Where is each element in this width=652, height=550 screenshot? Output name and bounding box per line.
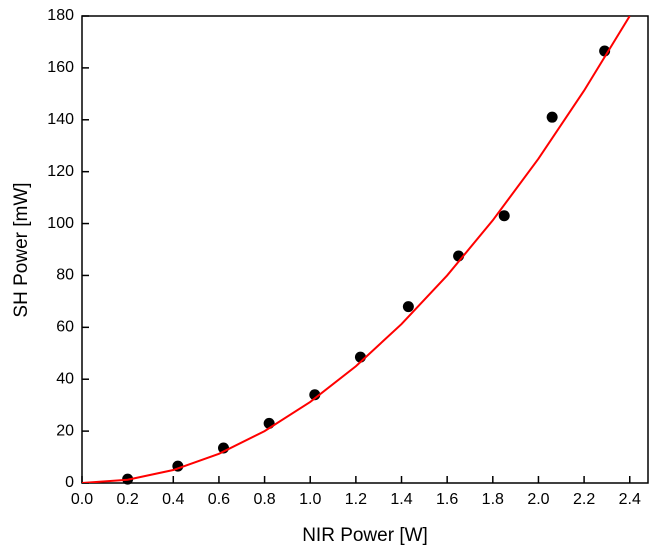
y-tick-label: 120 bbox=[47, 163, 74, 180]
y-tick-label: 0 bbox=[65, 474, 74, 491]
data-point bbox=[402, 301, 414, 313]
x-tick-label: 1.4 bbox=[390, 491, 412, 508]
x-tick-label: 1.6 bbox=[436, 491, 458, 508]
y-tick-label: 60 bbox=[56, 319, 74, 336]
x-tick-label: 0.2 bbox=[117, 491, 139, 508]
plot-frame bbox=[81, 15, 649, 484]
y-tick-label: 140 bbox=[47, 111, 74, 128]
x-tick-label: 0.6 bbox=[208, 491, 230, 508]
x-tick-label: 0.8 bbox=[253, 491, 275, 508]
x-tick-label: 2.4 bbox=[619, 491, 641, 508]
x-tick-label: 0.0 bbox=[71, 491, 93, 508]
y-axis-label: SH Power [mW] bbox=[11, 182, 32, 317]
y-tick-label: 20 bbox=[56, 422, 74, 439]
y-tick-label: 80 bbox=[56, 267, 74, 284]
x-tick-label: 0.4 bbox=[162, 491, 184, 508]
x-tick-label: 2.2 bbox=[573, 491, 595, 508]
y-tick-label: 40 bbox=[56, 370, 74, 387]
y-tick-label: 180 bbox=[47, 7, 74, 24]
x-axis-label: NIR Power [W] bbox=[302, 525, 428, 546]
y-tick-label: 100 bbox=[47, 215, 74, 232]
fit-line bbox=[82, 16, 631, 483]
x-tick-label: 2.0 bbox=[527, 491, 549, 508]
x-tick-label: 1.8 bbox=[482, 491, 504, 508]
data-point bbox=[309, 389, 321, 401]
y-tick-label: 160 bbox=[47, 59, 74, 76]
data-point bbox=[498, 210, 510, 222]
x-tick-label: 1.0 bbox=[299, 491, 321, 508]
x-tick-label: 1.2 bbox=[345, 491, 367, 508]
data-point bbox=[546, 111, 558, 123]
